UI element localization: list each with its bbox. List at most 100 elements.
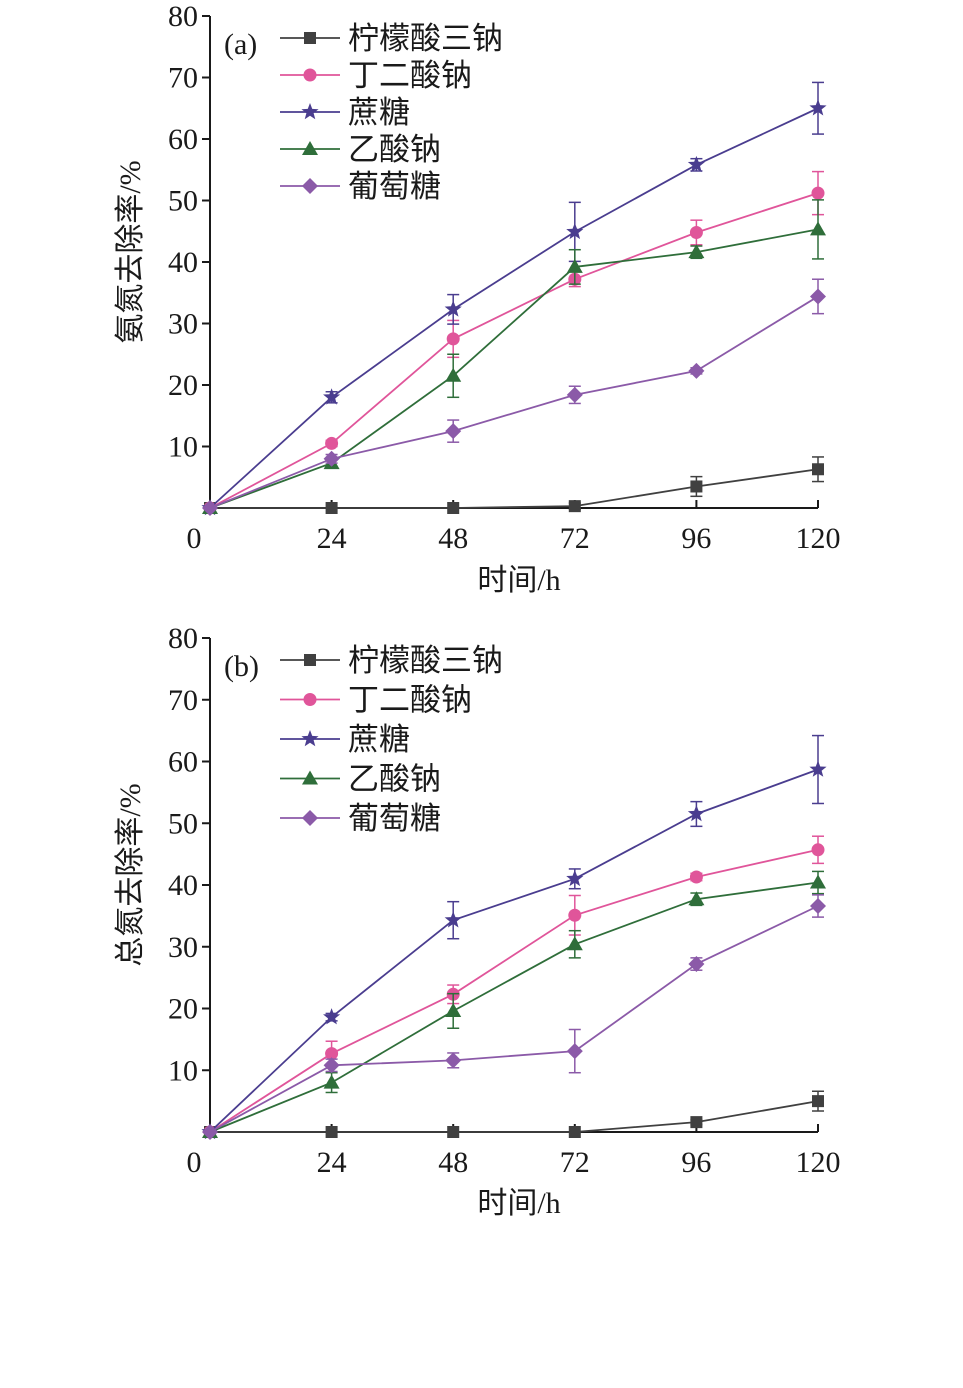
data-point — [323, 450, 340, 467]
y-tick-label: 40 — [168, 869, 198, 902]
y-tick-label: 80 — [168, 622, 198, 655]
legend-label: 葡萄糖 — [348, 169, 441, 204]
series-circle — [203, 835, 825, 1139]
data-point — [810, 288, 826, 305]
y-axis-title: 总氮去除率/% — [114, 783, 147, 966]
y-tick-label: 20 — [168, 369, 198, 402]
data-point — [688, 891, 705, 906]
series-line — [210, 468, 819, 509]
y-tick-label: 20 — [168, 993, 198, 1026]
data-point — [444, 300, 462, 317]
data-point — [687, 804, 705, 822]
x-tick-label: 0 — [187, 522, 202, 555]
x-tick-label: 48 — [438, 1146, 468, 1179]
data-point — [688, 244, 705, 259]
series-star — [201, 734, 827, 1140]
data-point — [568, 908, 582, 922]
data-point — [810, 874, 826, 889]
data-point — [809, 760, 827, 777]
legend-label: 蔗糖 — [348, 722, 410, 757]
y-tick-label: 10 — [168, 1054, 198, 1087]
data-point — [812, 1095, 824, 1108]
data-point — [687, 155, 705, 173]
data-point — [690, 1116, 703, 1129]
data-point — [325, 1047, 339, 1061]
series-star — [201, 81, 827, 516]
data-point — [445, 423, 462, 440]
data-point — [809, 99, 827, 116]
data-point — [325, 436, 339, 450]
legend-marker-star — [301, 103, 319, 120]
data-point — [810, 221, 826, 236]
x-axis-title: 时间/h — [477, 1187, 560, 1220]
series-triangle — [202, 870, 826, 1138]
x-tick-label: 120 — [796, 522, 841, 555]
series-circle — [203, 170, 825, 515]
panel-label: (a) — [224, 28, 257, 61]
y-tick-label: 30 — [168, 308, 198, 341]
legend-marker-square — [304, 654, 316, 666]
legend-label: 丁二酸钠 — [348, 683, 472, 718]
data-point — [325, 502, 338, 514]
series-line — [209, 192, 819, 509]
data-point — [566, 936, 583, 951]
y-tick-label: 30 — [168, 931, 198, 964]
y-tick-label: 50 — [168, 185, 198, 218]
y-axis-title: 氨氮去除率/% — [114, 160, 147, 343]
panel-label: (b) — [224, 650, 259, 683]
legend-label: 乙酸钠 — [348, 762, 441, 797]
legend-marker-circle — [303, 68, 317, 82]
y-tick-label: 60 — [168, 123, 198, 156]
x-axis-title: 时间/h — [477, 564, 560, 597]
data-point — [566, 258, 583, 273]
data-point — [202, 1124, 218, 1140]
data-point — [689, 225, 703, 239]
data-point — [690, 480, 703, 493]
y-tick-label: 10 — [168, 431, 198, 464]
series-square — [204, 1090, 824, 1138]
legend-label: 柠檬酸三钠 — [348, 643, 503, 678]
y-tick-label: 70 — [168, 62, 198, 95]
data-point — [812, 463, 824, 476]
data-point — [689, 870, 703, 884]
series-line — [209, 295, 819, 509]
legend-marker-circle — [303, 693, 317, 706]
legend-label: 柠檬酸三钠 — [348, 21, 503, 56]
legend-label: 丁二酸钠 — [348, 58, 472, 93]
chart-panel-b: 0 24 48 72 96 120 10 20 30 40 50 60 70 80 时间/h 总氮去除率/% (… — [114, 622, 841, 1220]
legend-marker-square — [304, 32, 316, 44]
x-tick-label: 96 — [681, 1146, 711, 1179]
data-point — [445, 1002, 462, 1017]
series-line — [210, 1100, 819, 1133]
data-point — [323, 388, 341, 405]
legend-label: 乙酸钠 — [348, 132, 441, 167]
series-line — [209, 228, 819, 509]
data-point — [810, 897, 826, 914]
series-line — [209, 107, 819, 509]
data-point — [688, 362, 705, 379]
data-point — [566, 1043, 583, 1060]
data-point — [446, 332, 460, 346]
data-point — [566, 386, 583, 403]
series-diamond — [202, 278, 826, 516]
data-point — [566, 222, 584, 240]
series-square — [204, 456, 824, 514]
legend-marker-star — [301, 730, 319, 747]
legend-label: 蔗糖 — [348, 95, 410, 130]
data-point — [688, 956, 705, 973]
data-point — [811, 843, 825, 857]
data-point — [445, 367, 462, 382]
data-point — [811, 186, 825, 200]
data-point — [202, 500, 218, 516]
y-tick-label: 40 — [168, 246, 198, 279]
y-tick-label: 80 — [168, 0, 198, 33]
x-tick-label: 0 — [187, 1146, 202, 1179]
x-tick-label: 24 — [317, 522, 347, 555]
legend-label: 葡萄糖 — [348, 801, 441, 836]
y-tick-label: 50 — [168, 807, 198, 840]
y-tick-label: 70 — [168, 684, 198, 717]
legend-marker-triangle — [302, 141, 318, 155]
y-tick-label: 60 — [168, 746, 198, 779]
series-line — [209, 881, 819, 1133]
